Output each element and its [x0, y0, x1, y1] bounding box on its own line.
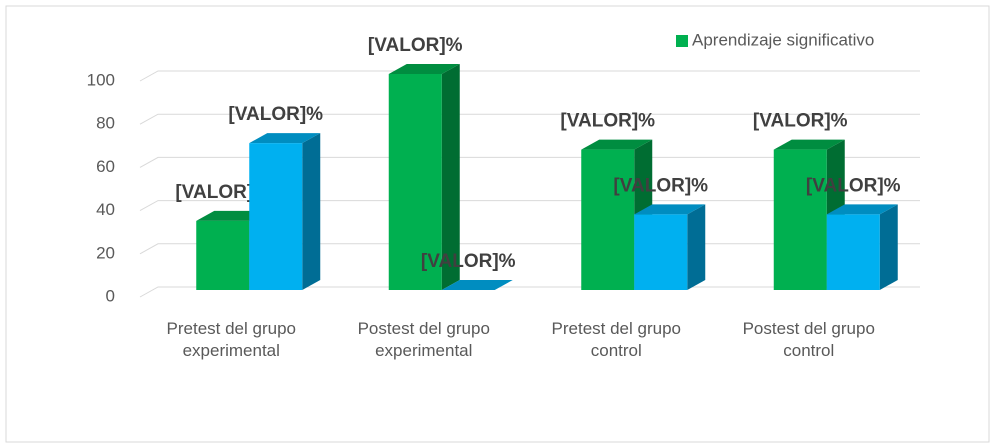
data-label: [VALOR]% — [421, 251, 516, 272]
bar-front — [388, 74, 442, 290]
bar — [634, 204, 706, 290]
x-tick-label: Pretest del grupo experimental — [166, 319, 296, 360]
bar-front — [196, 220, 250, 290]
bar — [388, 64, 460, 290]
bar-top — [441, 280, 513, 290]
grid-line — [139, 200, 920, 212]
bar — [441, 280, 513, 290]
bar-front — [634, 214, 688, 290]
y-tick-label: 60 — [96, 157, 115, 176]
bar-side — [441, 64, 460, 290]
data-label: [VALOR]% — [560, 111, 655, 132]
bar-top — [634, 204, 706, 215]
legend-swatch — [676, 35, 688, 47]
bar-side — [879, 204, 898, 290]
bar-top — [249, 133, 321, 144]
y-tick-label: 80 — [96, 114, 115, 133]
x-tick-label: Postest del grupo control — [742, 319, 875, 360]
bar-front — [826, 214, 880, 290]
bar — [249, 133, 321, 290]
bar-top — [388, 64, 460, 74]
data-label: [VALOR]% — [228, 104, 323, 125]
data-label: [VALOR]% — [368, 35, 463, 56]
bar-side — [687, 204, 706, 290]
legend-label: Aprendizaje significativo — [692, 30, 874, 49]
data-label: [VALOR]% — [806, 175, 901, 196]
x-tick-label: Postest del grupo experimental — [357, 319, 490, 360]
bar-top — [581, 139, 653, 150]
bar-top — [773, 139, 845, 150]
grid-line — [139, 156, 920, 168]
bar-front — [773, 149, 827, 290]
bar-top — [826, 204, 898, 215]
grid-line — [139, 113, 920, 125]
y-tick-label: 100 — [87, 70, 115, 89]
x-tick-label: Pretest del grupo control — [551, 319, 681, 360]
data-label: [VALOR]% — [753, 111, 848, 132]
data-label: [VALOR]% — [613, 175, 708, 196]
bar — [826, 204, 898, 290]
bar-side — [302, 133, 321, 290]
y-tick-label: 20 — [96, 243, 115, 262]
y-tick-label: 40 — [96, 200, 115, 219]
data-label: [VALOR]% — [175, 182, 270, 203]
grid-line — [139, 70, 920, 82]
y-tick-label: 0 — [106, 286, 115, 305]
bar-front — [249, 143, 303, 290]
bar-front — [581, 149, 635, 290]
